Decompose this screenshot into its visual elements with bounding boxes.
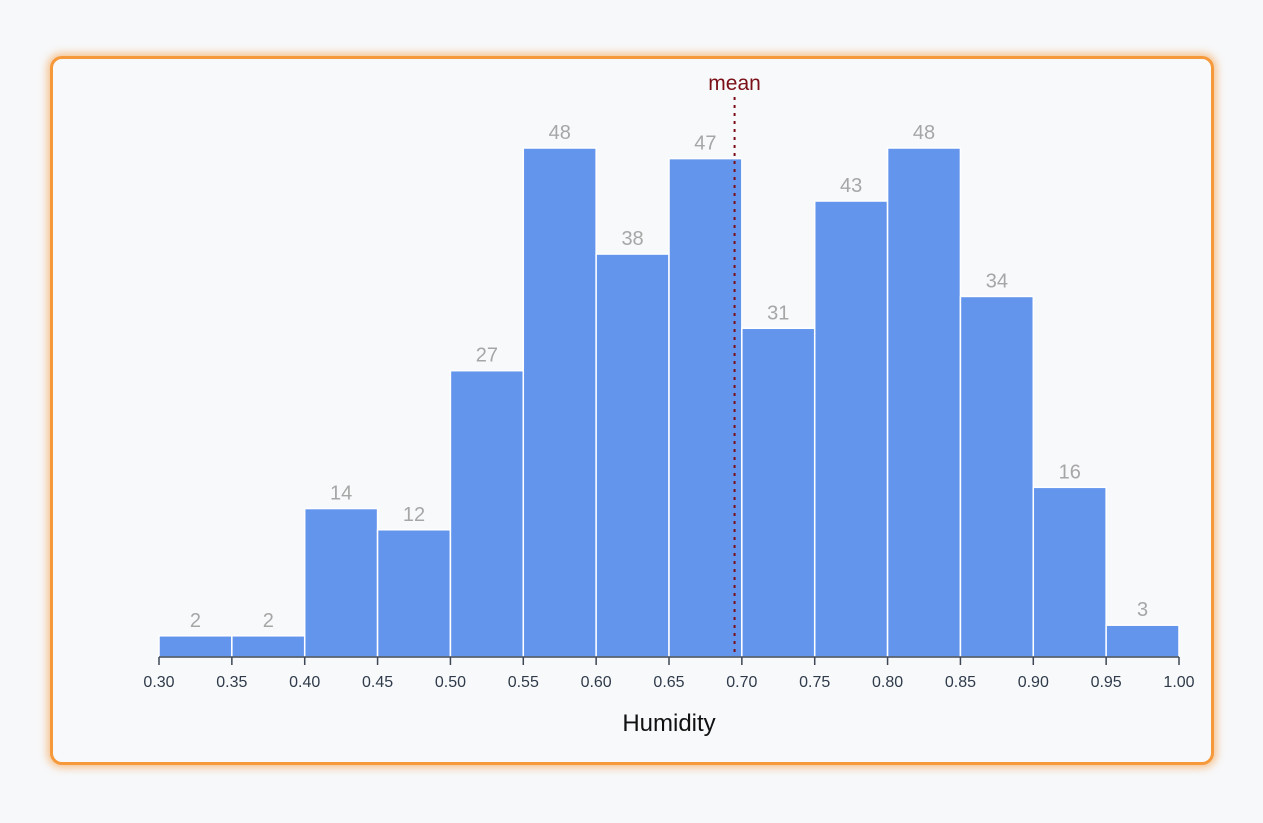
x-tick-label-0: 0.30: [143, 674, 174, 691]
bar-count-label-7: 47: [694, 133, 716, 155]
histogram-bar-13: [1105, 624, 1180, 658]
x-tick-label-5: 0.55: [508, 674, 539, 691]
mean-label: mean: [708, 72, 761, 95]
histogram-bar-10: [886, 147, 962, 658]
x-tick-label-12: 0.90: [1018, 674, 1049, 691]
histogram-bar-6: [595, 253, 670, 658]
mean-marker: mean: [708, 72, 761, 657]
x-tick-label-11: 0.85: [945, 674, 976, 691]
histogram-bar-3: [376, 529, 452, 658]
histogram-bar-2: [303, 507, 379, 658]
bar-labels-group: 2 2 14 12 27 48 38 47 31 43 48 34 16 3: [190, 122, 1148, 632]
histogram-bar-5: [522, 147, 597, 658]
bar-count-label-3: 12: [403, 504, 425, 526]
x-tick-label-4: 0.50: [435, 674, 466, 691]
x-tick-label-10: 0.80: [872, 674, 903, 691]
histogram-bar-4: [449, 369, 525, 658]
bar-count-label-9: 43: [840, 175, 862, 197]
bar-count-label-11: 34: [986, 270, 1008, 292]
bar-count-label-13: 3: [1137, 599, 1148, 621]
x-axis-label: Humidity: [622, 710, 715, 737]
bar-count-label-10: 48: [913, 122, 935, 144]
histogram-bar-0: [158, 635, 233, 658]
bar-count-label-1: 2: [263, 610, 274, 632]
x-tick-label-14: 1.00: [1163, 674, 1194, 691]
bar-count-label-12: 16: [1059, 461, 1081, 483]
bar-count-label-0: 2: [190, 610, 201, 632]
x-tick-label-2: 0.40: [289, 674, 320, 691]
x-tick-label-13: 0.95: [1091, 674, 1122, 691]
histogram-bar-9: [813, 200, 889, 658]
histogram-bar-1: [231, 635, 306, 658]
bars-group: [158, 147, 1180, 658]
bar-count-label-5: 48: [549, 122, 571, 144]
bar-count-label-4: 27: [476, 345, 498, 367]
x-tick-label-1: 0.35: [216, 674, 247, 691]
x-tick-label-6: 0.60: [581, 674, 612, 691]
x-tick-label-7: 0.65: [653, 674, 684, 691]
bar-count-label-8: 31: [767, 302, 789, 324]
x-axis: 0.30 0.35 0.40 0.45 0.50 0.55 0.60 0.65 0.70 0.75…: [143, 656, 1195, 691]
x-tick-label-9: 0.75: [799, 674, 830, 691]
x-tick-label-8: 0.70: [726, 674, 757, 691]
x-tick-label-3: 0.45: [362, 674, 393, 691]
histogram-bar-12: [1032, 486, 1107, 658]
histogram-bar-8: [741, 327, 816, 658]
bar-count-label-6: 38: [621, 228, 643, 250]
histogram-bar-11: [959, 295, 1035, 658]
bar-count-label-2: 14: [330, 483, 352, 505]
histogram-bar-7: [668, 157, 743, 658]
